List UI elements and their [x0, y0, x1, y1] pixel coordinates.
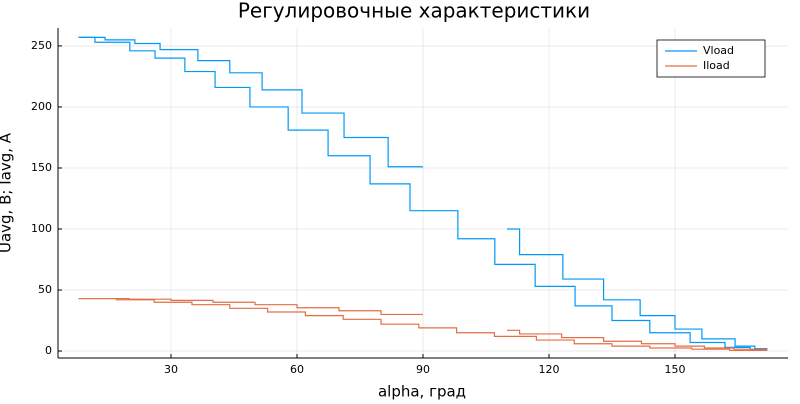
line-series — [78, 297, 768, 352]
x-tick-label: 150 — [665, 363, 686, 376]
y-tick-label: 100 — [31, 222, 52, 235]
x-tick-label: 90 — [416, 363, 430, 376]
x-tick-label: 60 — [290, 363, 304, 376]
legend-box — [656, 39, 766, 78]
x-tick-label: 30 — [164, 363, 178, 376]
y-tick-label: 150 — [31, 161, 52, 174]
line-series — [78, 297, 423, 316]
line-series — [507, 228, 768, 350]
line-series — [78, 36, 423, 168]
y-tick-label: 50 — [38, 283, 52, 296]
line-series — [78, 36, 768, 351]
line-series — [507, 329, 768, 350]
y-tick-label: 0 — [45, 344, 52, 357]
legend-label: Iload — [703, 59, 730, 72]
legend-label: Vload — [703, 44, 734, 57]
y-tick-label: 250 — [31, 39, 52, 52]
x-axis-label: alpha, град — [378, 383, 466, 401]
chart-title: Регулировочные характеристики — [238, 0, 590, 23]
x-tick-label: 120 — [539, 363, 560, 376]
y-tick-label: 200 — [31, 100, 52, 113]
y-axis-label: Uavg, B; Iavg, A — [0, 132, 15, 253]
